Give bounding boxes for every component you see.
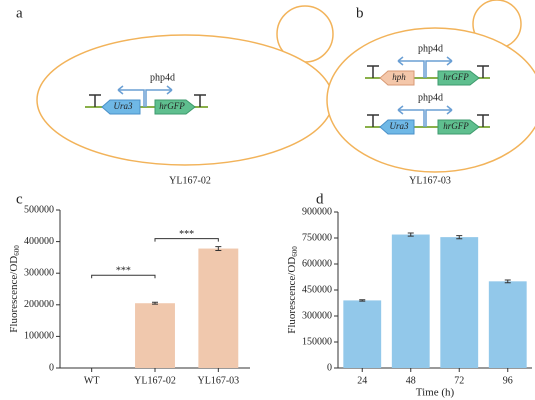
y-tick-label: 500000 xyxy=(24,204,54,215)
cell xyxy=(326,27,535,173)
y-tick-label: 450000 xyxy=(302,284,332,295)
gene-label: hph xyxy=(392,72,406,82)
panel-a: a Ura3 hrGFP php4d YL167-02 xyxy=(16,5,334,186)
gene-label: hrGFP xyxy=(443,72,469,82)
significance-label: *** xyxy=(116,266,131,277)
gene-arrow xyxy=(379,119,415,135)
x-tick-label: WT xyxy=(84,375,100,386)
y-tick-label: 750000 xyxy=(302,232,332,243)
bar xyxy=(135,303,175,368)
terminator xyxy=(367,65,489,78)
x-tick-label: YL167-03 xyxy=(197,375,239,386)
y-tick-label: 150000 xyxy=(302,336,332,347)
gene-arrow xyxy=(437,119,480,135)
y-tick-label: 0 xyxy=(49,362,54,373)
promoter xyxy=(117,85,173,107)
y-axis-label: Fluorescence/OD600 xyxy=(8,245,21,333)
gene-arrow xyxy=(154,99,196,115)
significance-bracket xyxy=(91,274,156,279)
y-tick-label: 200000 xyxy=(24,299,54,310)
panel-label: b xyxy=(356,5,364,21)
bar xyxy=(391,234,430,368)
panel-b: b hph hrGFP php4d Ura3 hrGFP php4d YL167… xyxy=(326,0,535,186)
panel-label: a xyxy=(16,5,23,21)
promoter-label: php4d xyxy=(150,72,175,83)
y-tick-label: 300000 xyxy=(24,267,54,278)
panel-label: d xyxy=(316,191,324,207)
y-axis-label-subscript: 600 xyxy=(291,246,299,257)
gene-label: Ura3 xyxy=(113,101,133,111)
terminator xyxy=(89,94,206,107)
x-tick-label: 96 xyxy=(503,375,513,386)
caption: YL167-02 xyxy=(169,175,211,186)
y-tick-label: 100000 xyxy=(24,331,54,342)
y-axis-label-text: Fluorescence/OD xyxy=(8,256,20,333)
promoter-label: php4d xyxy=(418,92,443,103)
error-bar xyxy=(152,301,158,305)
bar xyxy=(343,300,382,368)
panel-label: c xyxy=(16,191,23,207)
gene-arrow xyxy=(437,70,480,86)
terminator xyxy=(367,114,489,127)
x-tick-label: YL167-02 xyxy=(134,375,176,386)
x-tick-label: 24 xyxy=(357,375,367,386)
caption: YL167-03 xyxy=(409,175,451,186)
promoter-label: php4d xyxy=(418,43,443,54)
gene-label: Ura3 xyxy=(389,121,409,131)
error-bar xyxy=(359,299,366,302)
x-tick-label: 48 xyxy=(406,375,416,386)
significance-label: *** xyxy=(179,229,194,240)
error-bar xyxy=(215,246,222,251)
bar xyxy=(440,237,479,368)
y-tick-label: 0 xyxy=(327,362,332,373)
y-tick-label: 400000 xyxy=(24,236,54,247)
promoter xyxy=(397,56,453,78)
significance-bracket xyxy=(154,238,219,242)
promoter xyxy=(397,105,453,127)
gene-label: hrGFP xyxy=(159,101,185,111)
y-tick-label: 300000 xyxy=(302,310,332,321)
error-bar xyxy=(456,235,463,240)
gene-arrow xyxy=(379,70,415,86)
bar xyxy=(198,248,239,368)
y-axis-label-text: Fluorescence/OD xyxy=(286,257,298,334)
y-tick-label: 900000 xyxy=(302,206,332,217)
x-axis-label: Time (h) xyxy=(416,387,455,399)
y-tick-label: 600000 xyxy=(302,258,332,269)
gene-arrow xyxy=(101,99,141,115)
error-bar xyxy=(504,279,511,284)
bar xyxy=(488,281,527,368)
y-axis-label-subscript: 600 xyxy=(13,245,21,256)
y-axis-label: Fluorescence/OD600 xyxy=(286,246,299,334)
error-bar xyxy=(407,232,414,237)
gene-label: hrGFP xyxy=(443,121,469,131)
x-tick-label: 72 xyxy=(454,375,464,386)
